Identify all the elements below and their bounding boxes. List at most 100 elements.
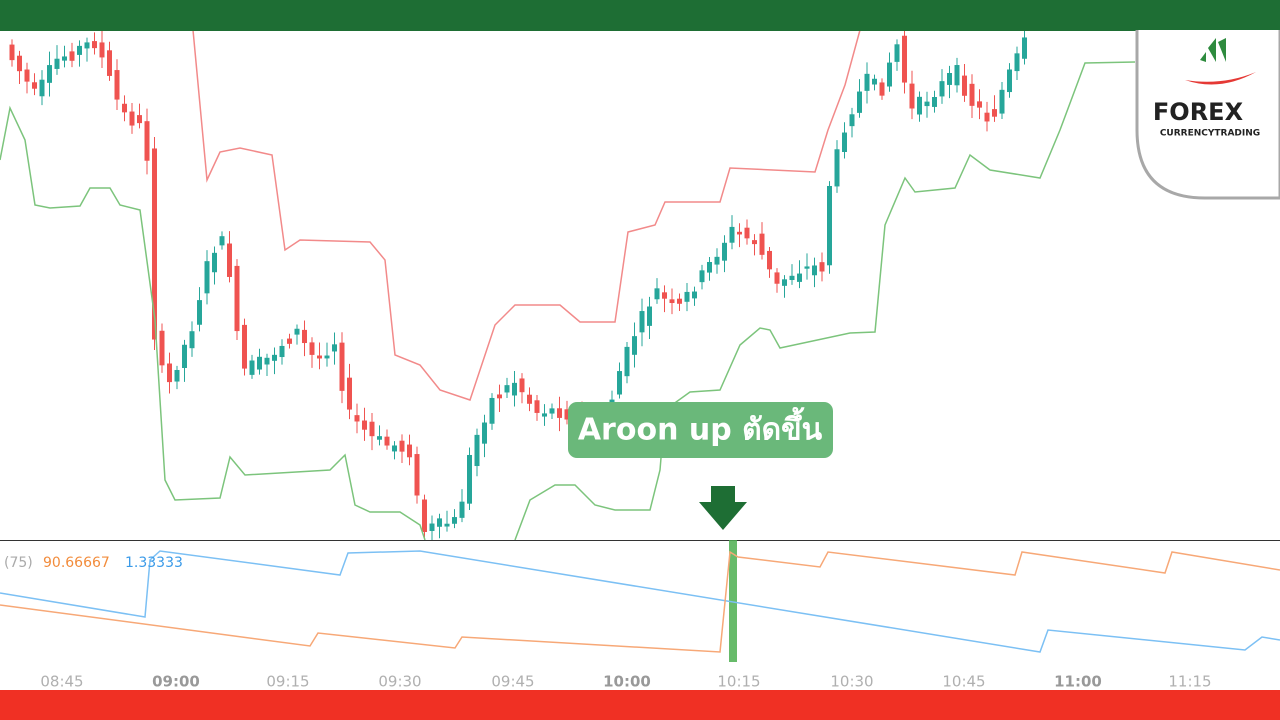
candle-body <box>902 35 907 83</box>
candle-body <box>894 44 900 62</box>
candle-body <box>264 357 270 365</box>
candle-body <box>32 82 37 89</box>
logo-tagline: CURRENCYTRADING <box>1160 129 1260 139</box>
candle-body <box>212 252 217 273</box>
candle-body <box>39 79 45 97</box>
candle-body <box>557 408 562 418</box>
candle-body <box>714 256 720 265</box>
candle-body <box>272 354 277 361</box>
candle-body <box>182 344 187 369</box>
candle-body <box>684 291 690 302</box>
candle-body <box>534 400 540 413</box>
candle-body <box>197 300 202 325</box>
aroon-down-value: 1.33333 <box>125 555 183 571</box>
candle-body <box>24 69 30 82</box>
candle-body <box>77 45 82 55</box>
time-label: 09:00 <box>152 673 200 691</box>
aroon-down-line <box>0 550 1280 653</box>
top-bar <box>0 0 1280 31</box>
aroon-up-line <box>0 550 1280 653</box>
candle-body <box>114 70 120 100</box>
candle-body <box>339 342 345 391</box>
logo-badge <box>1135 30 1280 200</box>
candle-body <box>167 363 172 383</box>
candle-body <box>737 231 742 235</box>
candle-body <box>909 83 915 109</box>
candle-body <box>954 65 960 86</box>
candle-body <box>504 385 510 393</box>
candle-body <box>47 65 52 83</box>
candle-body <box>872 78 877 85</box>
candle-body <box>767 250 772 270</box>
candle-body <box>204 261 210 294</box>
candle-body <box>107 50 112 76</box>
candle-body <box>392 445 397 452</box>
candle-body <box>729 226 735 243</box>
candle-body <box>992 109 997 117</box>
candle-body <box>977 101 982 108</box>
candle-body <box>324 355 330 359</box>
candle-body <box>482 422 487 444</box>
candle-body <box>279 345 285 358</box>
time-label: 09:30 <box>378 673 421 691</box>
logo-icon <box>1200 38 1226 62</box>
candle-body <box>692 291 697 299</box>
candle-body <box>999 89 1005 114</box>
candle-body <box>527 394 532 404</box>
candle-body <box>647 306 652 326</box>
candle-body <box>497 394 502 399</box>
candle-body <box>827 185 832 266</box>
candle-body <box>62 56 67 61</box>
candle-body <box>437 518 442 527</box>
candle-body <box>317 355 322 359</box>
candle-body <box>219 236 225 246</box>
candle-body <box>887 62 892 87</box>
candle-body <box>969 83 975 106</box>
candle-body <box>144 121 150 161</box>
candle-body <box>797 273 802 282</box>
candle-body <box>917 96 922 115</box>
candle-body <box>377 436 382 440</box>
candle-body <box>347 377 352 410</box>
candle-body <box>302 329 307 344</box>
candle-body <box>857 91 862 113</box>
candle-body <box>17 55 22 72</box>
candle-body <box>257 356 262 370</box>
callout-text: Aroon up ตัดขึ้น <box>578 407 823 448</box>
candle-body <box>489 397 495 424</box>
indicator-period: (75) <box>4 555 33 571</box>
candle-body <box>1022 37 1027 59</box>
bottom-bar <box>0 690 1280 720</box>
candle-body <box>294 328 300 335</box>
candle-body <box>354 415 360 422</box>
candle-body <box>1014 53 1020 72</box>
candle-body <box>189 331 195 349</box>
callout-box <box>568 402 833 458</box>
time-label: 11:15 <box>1168 673 1211 691</box>
candle-body <box>384 436 390 446</box>
candle-body <box>834 149 840 187</box>
time-label: 09:15 <box>266 673 309 691</box>
time-label: 11:00 <box>1054 673 1102 691</box>
candle-body <box>452 517 457 524</box>
candle-body <box>549 408 555 414</box>
candle-body <box>932 97 937 107</box>
time-label: 08:45 <box>40 673 83 691</box>
candle-body <box>332 344 337 352</box>
aroon-up-value: 90.66667 <box>43 555 110 571</box>
candle-body <box>519 378 525 393</box>
lower-channel <box>0 105 426 541</box>
candle-body <box>707 261 712 273</box>
candle-body <box>722 242 727 261</box>
candle-body <box>129 111 135 126</box>
candle-body <box>774 272 780 284</box>
time-axis: 08:45 09:00 09:15 09:30 09:45 10:00 10:1… <box>40 673 1211 691</box>
candle-body <box>812 265 817 276</box>
candle-body <box>744 227 750 239</box>
candle-body <box>234 265 240 332</box>
candle-body <box>512 382 517 396</box>
candle-body <box>617 371 622 395</box>
candle-body <box>122 103 127 113</box>
candle-body <box>54 58 60 69</box>
candle-body <box>362 420 367 430</box>
